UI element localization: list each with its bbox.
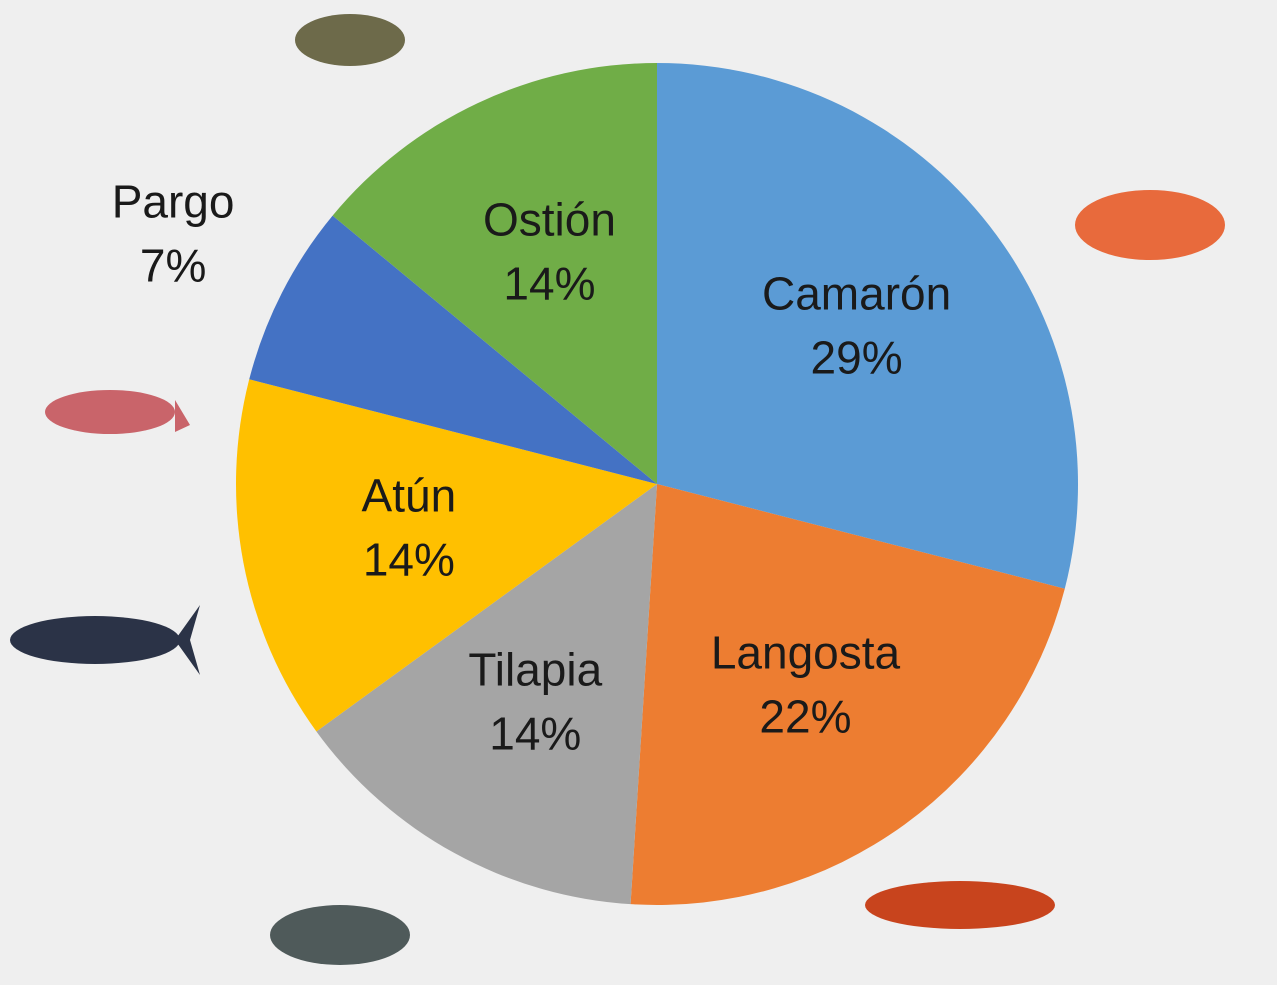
- value-label: 29%: [811, 331, 903, 383]
- value-label: 22%: [759, 691, 851, 743]
- tilapia-icon: [270, 905, 410, 965]
- category-label: Atún: [362, 469, 457, 521]
- value-label: 7%: [140, 240, 206, 292]
- lobster-icon: [865, 881, 1055, 929]
- category-label: Langosta: [711, 627, 901, 679]
- value-label: 14%: [363, 533, 455, 585]
- category-label: Camarón: [762, 267, 951, 319]
- category-label: Pargo: [112, 176, 235, 228]
- category-label: Ostión: [483, 194, 616, 246]
- page: {"chart_data": {"type": "pie", "categori…: [0, 0, 1277, 980]
- chart: Camarón 29% Langosta 22% Tilapia 14% Atún 14% Pa…: [0, 0, 1277, 980]
- value-label: 14%: [489, 708, 581, 760]
- oyster-icon: [295, 14, 405, 66]
- tuna-icon: [10, 616, 180, 664]
- category-label: Tilapia: [468, 644, 602, 696]
- value-label: 14%: [503, 258, 595, 310]
- snapper-icon: [45, 390, 175, 434]
- shrimp-icon: [1075, 190, 1225, 260]
